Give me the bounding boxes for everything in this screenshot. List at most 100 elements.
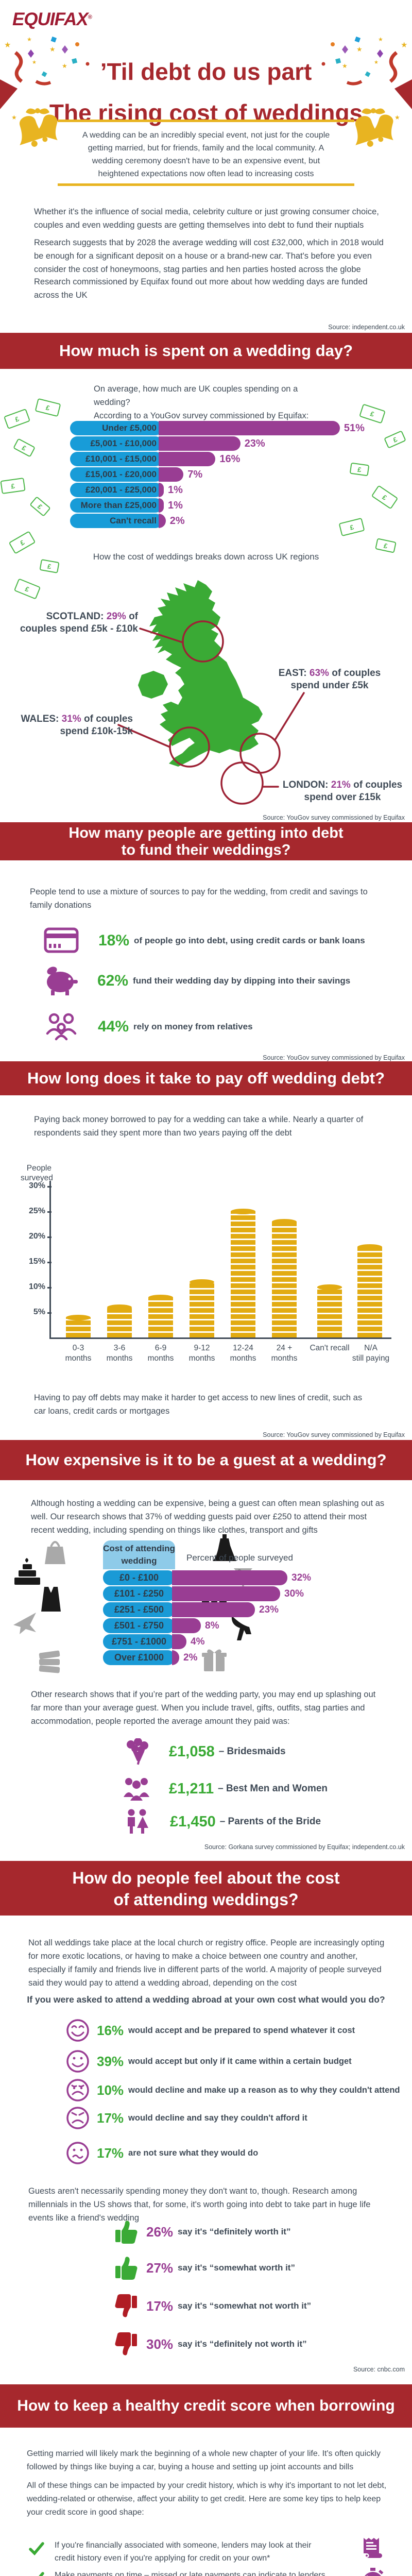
party-label: – Parents of the Bride	[219, 1816, 321, 1827]
gold-rule	[58, 120, 354, 122]
regions-heading: How the cost of weddings breaks down acr…	[93, 552, 319, 562]
pound-note-icon: £	[338, 517, 365, 537]
svg-text:★: ★	[401, 41, 407, 49]
banner-debt-line2: to fund their weddings?	[121, 842, 291, 858]
option-text: would accept and be prepared to spend wh…	[128, 2025, 355, 2035]
bar-value: 8%	[205, 1620, 219, 1631]
row-label: Over £1000	[103, 1650, 175, 1665]
svg-text:★: ★	[374, 60, 379, 65]
bar-value: 23%	[244, 438, 265, 449]
banner-credit: How to keep a healthy credit score when …	[0, 2384, 412, 2428]
wedding-party-icon	[124, 1778, 149, 1801]
thumb-up-icon	[115, 2257, 138, 2280]
pound-note-icon: £	[35, 398, 61, 417]
wales-connector	[117, 724, 171, 748]
bar-row: Under £5,000 51%	[70, 421, 365, 435]
bar	[159, 436, 241, 451]
check-icon	[29, 2542, 44, 2555]
uk-map	[117, 580, 305, 805]
wedding-bells-icon	[19, 108, 58, 147]
stat-percent: 62%	[97, 972, 129, 989]
worth-row-somewhat-not: 17% say it's “somewhat not worth it”	[114, 2294, 311, 2318]
worth-row-definitely: 26% say it's “definitely worth it”	[114, 2219, 290, 2244]
stat-row-savings: 62% fund their wedding day by dipping in…	[43, 964, 350, 997]
bar-value: 7%	[187, 469, 203, 480]
smile-face-icon	[66, 2050, 89, 2073]
bar-value: 51%	[344, 422, 365, 434]
millennials-paragraph: Guests aren't necessarily spending money…	[28, 2187, 371, 2223]
stat-row-credit: 18% of people go into debt, using credit…	[44, 927, 365, 954]
bar-value: 32%	[291, 1572, 312, 1583]
table-col2-header: Percent of people surveyed	[186, 1553, 293, 1563]
option-percent: 17%	[97, 2145, 124, 2161]
couple-icon	[128, 1809, 148, 1834]
guest-outro: Other research shows that if you’re part…	[31, 1690, 376, 1726]
bar	[159, 483, 164, 497]
option-row-decline-afford: 17% would decline and say they couldn't …	[66, 2106, 307, 2130]
stat-row-relatives: 44% rely on money from relatives	[45, 1013, 253, 1041]
region-label-london: LONDON: 21% of couples spend over £15k	[282, 779, 403, 803]
pound-note-icon: £	[349, 462, 370, 477]
banner-guest: How expensive is it to be a guest at a w…	[0, 1440, 412, 1480]
y-tick-label: 10%	[28, 1282, 45, 1291]
svg-text:★: ★	[49, 45, 56, 53]
bouquet-icon	[127, 1738, 148, 1765]
spend-intro: On average, how much are UK couples spen…	[94, 382, 336, 422]
svg-text:★: ★	[4, 41, 11, 49]
bar-value: 1%	[168, 500, 183, 511]
piggy-bank-icon	[47, 967, 78, 995]
x-tick-label: N/A still paying	[352, 1344, 390, 1363]
gift-bag-icon	[45, 1541, 65, 1564]
angry-face-icon	[66, 2107, 89, 2129]
svg-text:★: ★	[356, 45, 363, 53]
stat-percent: 18%	[98, 932, 130, 949]
coin-stack	[231, 1209, 255, 1337]
worth-text: say it's “somewhat worth it”	[178, 2263, 295, 2273]
option-text: would accept but only if it came within …	[128, 2056, 352, 2066]
x-tick-label: 6-9 months	[147, 1344, 174, 1363]
bar-row: Can't recall 2%	[70, 514, 185, 528]
gift-box-icon	[202, 1649, 227, 1671]
cash-stack-icon	[39, 1650, 60, 1673]
tuxedo-icon	[41, 1587, 61, 1612]
coin-stack	[148, 1294, 173, 1337]
confetti-left-icon: ★ ★ ★ ★ ★ ★	[0, 36, 90, 121]
feelings-intro: Not all weddings take place at the local…	[28, 1938, 385, 1988]
stat-text: fund their wedding day by dipping into t…	[133, 976, 351, 986]
bar	[159, 452, 216, 466]
y-tick-label: 25%	[28, 1207, 45, 1215]
table-row: £101 - £250 30%	[103, 1586, 304, 1601]
party-label: – Bridesmaids	[218, 1746, 286, 1757]
thumb-down-icon	[115, 2294, 137, 2317]
lead-paragraph: A wedding can be an incredibly special e…	[82, 131, 330, 178]
option-percent: 10%	[97, 2082, 124, 2098]
wedding-cake-icon	[14, 1558, 40, 1585]
check-icon	[39, 2572, 44, 2576]
bar-label: More than £25,000	[70, 498, 163, 513]
bar	[159, 498, 164, 513]
stat-percent: 44%	[98, 1018, 129, 1035]
worth-row-definitely-not: 30% say it's “definitely not worth it”	[114, 2332, 307, 2357]
option-row-accept-budget: 39% would accept but only if it came wit…	[66, 2049, 352, 2073]
banner-feelings-line2: of attending weddings?	[113, 1890, 299, 1909]
x-tick-label: 24 + months	[271, 1344, 298, 1363]
sad-face-icon	[66, 2079, 89, 2102]
worth-text: say it's “definitely not worth it”	[178, 2339, 307, 2349]
bar-label: £10,001 - £15,000	[70, 452, 163, 466]
source-note: Source: Gorkana survey commissioned by E…	[204, 1843, 405, 1851]
pound-note-icon: £	[384, 430, 406, 449]
svg-text:★: ★	[378, 37, 383, 43]
banner-spend: How much is spent on a wedding day?	[0, 333, 412, 369]
bar	[172, 1650, 179, 1665]
pound-note-icon: £	[29, 496, 51, 517]
bar	[159, 514, 166, 528]
equifax-logo: EQUIFAX®	[12, 9, 92, 29]
svg-text:★: ★	[11, 114, 17, 121]
y-axis-line	[49, 1181, 51, 1338]
abroad-question: If you were asked to attend a wedding ab…	[27, 1994, 385, 2005]
coin-stack	[317, 1284, 342, 1337]
region-label-scotland: SCOTLAND: 29% of couples spend £5k - £10k	[20, 611, 138, 634]
option-text: are not sure what they would do	[128, 2148, 259, 2158]
banner-debt-line1: How many people are getting into debt	[68, 825, 344, 841]
